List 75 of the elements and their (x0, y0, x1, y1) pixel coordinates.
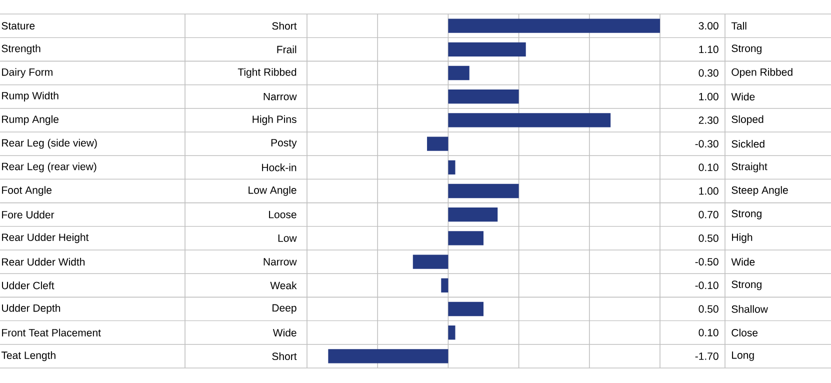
bar (448, 113, 611, 128)
data-label: 1.00 (699, 92, 718, 100)
text: Wide (272, 328, 296, 336)
bar (441, 278, 448, 292)
text: Wide (731, 92, 755, 100)
y-tick-label: Rump Width (2, 92, 58, 102)
y-tick-label: Udder Cleft (2, 282, 54, 290)
text: Narrow (264, 258, 297, 266)
text: Close (732, 328, 758, 336)
y-tick-label: Teat Length (1, 351, 56, 362)
bar (448, 326, 456, 340)
data-label: 0.10 (698, 164, 718, 172)
text: Wide (731, 258, 755, 266)
y-tick-label: Rear Leg (side view) (2, 138, 97, 149)
text: Steep Angle (732, 186, 788, 196)
data-label: -0.30 (695, 140, 718, 148)
text: Low Angle (248, 186, 296, 196)
text: Strong (732, 280, 762, 290)
bar (412, 254, 448, 269)
bar (448, 90, 519, 104)
text: Short (272, 22, 297, 30)
data-label: 0.10 (698, 328, 718, 336)
text: High (732, 233, 752, 244)
bar (448, 160, 456, 174)
text: Low (278, 234, 297, 242)
text: Long (732, 351, 754, 361)
y-tick-label: Strength (2, 44, 40, 54)
y-tick-label: Dairy Form (2, 68, 52, 78)
data-label: 0.50 (698, 234, 718, 242)
text: Straight (732, 162, 768, 172)
text: Tight Ribbed (238, 68, 296, 78)
data-label: 0.70 (698, 210, 718, 218)
text: Short (272, 352, 297, 360)
bar (448, 66, 470, 80)
text: Strong (732, 44, 762, 54)
bar (427, 136, 448, 151)
data-label: 2.30 (698, 116, 718, 124)
text: Posty (271, 139, 297, 148)
text: Shallow (732, 305, 768, 313)
text: Sickled (732, 140, 764, 148)
data-label: -0.10 (695, 282, 718, 290)
bar (328, 349, 448, 364)
text: Loose (269, 210, 296, 218)
bar (448, 42, 526, 56)
data-label: 1.10 (699, 46, 718, 54)
text: Narrow (264, 92, 297, 100)
bar (448, 208, 498, 222)
bar (448, 18, 660, 33)
data-label: 0.50 (698, 305, 718, 313)
data-label: 3.00 (698, 22, 718, 30)
text: High Pins (252, 115, 296, 126)
text: Hock-in (262, 164, 296, 172)
y-tick-label: Rear Udder Height (2, 233, 89, 244)
y-tick-label: Stature (2, 22, 35, 30)
data-label: 1.00 (699, 187, 718, 195)
text: Frail (277, 46, 296, 54)
data-label: -0.50 (695, 258, 718, 266)
text: Weak (270, 282, 297, 290)
text: Deep (272, 304, 296, 314)
data-label: -1.70 (695, 352, 718, 360)
y-tick-label: Front Teat Placement (2, 328, 101, 336)
data-label: 0.30 (698, 69, 718, 77)
y-tick-label: Rump Angle (2, 115, 58, 126)
y-tick-label: Fore Udder (2, 210, 54, 218)
bar (448, 184, 519, 198)
text: Strong (732, 210, 762, 220)
y-tick-label: Foot Angle (2, 186, 52, 196)
bar (448, 302, 484, 316)
bar (448, 231, 484, 246)
text: Tall (731, 22, 746, 30)
text: Open Ribbed (732, 68, 792, 78)
text: Sloped (732, 115, 764, 126)
y-tick-label: Rear Leg (rear view) (2, 162, 96, 172)
y-tick-label: Rear Udder Width (2, 258, 85, 266)
y-tick-label: Udder Depth (2, 304, 60, 314)
